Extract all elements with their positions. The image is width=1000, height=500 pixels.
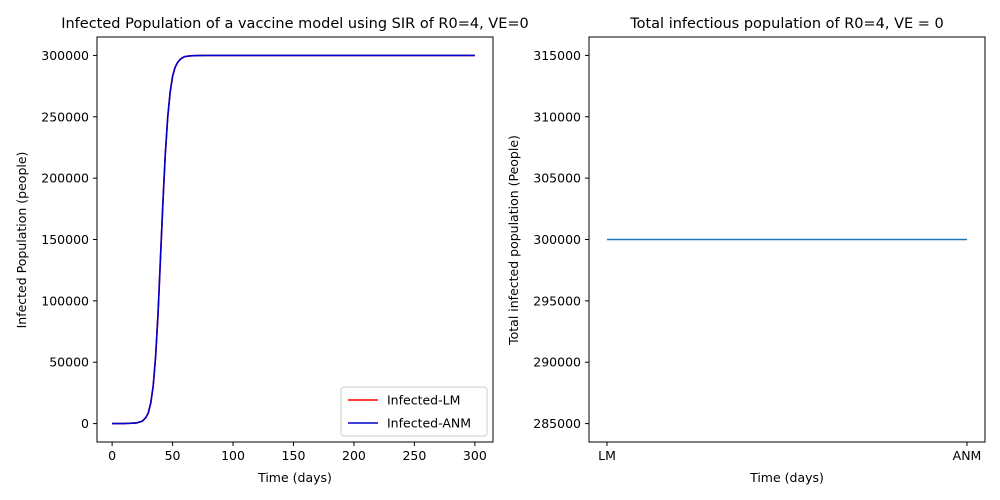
x-tick-label: 150 (282, 448, 306, 463)
plot-frame (588, 36, 986, 443)
x-tick-label: 0 (108, 448, 116, 463)
y-axis-label: Total infected population (People) (506, 135, 521, 346)
y-tick-label: 300000 (41, 48, 89, 63)
y-tick-label: 295000 (533, 293, 581, 308)
series-line-infected-anm (112, 54, 475, 425)
x-tick-label: LM (598, 448, 616, 463)
legend: Infected-LM Infected-ANM (340, 386, 488, 437)
x-tick-label: 250 (402, 448, 426, 463)
series-lines (112, 54, 475, 425)
plot-frame (96, 36, 494, 443)
y-tick-label: 100000 (41, 293, 89, 308)
y-tick-label: 200000 (41, 171, 89, 186)
y-tick-label: 250000 (41, 109, 89, 124)
y-tick-label: 300000 (533, 232, 581, 247)
x-tick-label: 50 (165, 448, 181, 463)
y-tick-label: 285000 (533, 416, 581, 431)
x-ticks: 0 50 100 150 200 250 300 (108, 442, 487, 463)
y-tick-label: 315000 (533, 48, 581, 63)
chart-title: Infected Population of a vaccine model u… (61, 16, 529, 32)
x-axis-label: Time (days) (257, 470, 332, 485)
x-tick-label: 300 (463, 448, 487, 463)
x-ticks: LM ANM (598, 442, 981, 463)
total-infectious-chart: Total infectious population of R0=4, VE … (506, 16, 986, 485)
y-tick-label: 50000 (49, 355, 89, 370)
x-tick-label: 200 (342, 448, 366, 463)
chart-title: Total infectious population of R0=4, VE … (629, 16, 944, 32)
y-tick-label: 290000 (533, 355, 581, 370)
y-tick-label: 150000 (41, 232, 89, 247)
y-tick-label: 310000 (533, 109, 581, 124)
x-tick-label: 100 (221, 448, 245, 463)
legend-label-infected-anm: Infected-ANM (387, 416, 471, 431)
x-axis-label: Time (days) (749, 470, 824, 485)
series-line-infected-lm (112, 54, 475, 425)
infected-population-chart: Infected Population of a vaccine model u… (14, 16, 529, 485)
y-axis-label: Infected Population (people) (14, 152, 29, 329)
y-tick-label: 305000 (533, 171, 581, 186)
y-ticks: 0 50000 100000 150000 200000 250000 300000 (41, 48, 97, 431)
y-tick-label: 0 (81, 416, 89, 431)
y-ticks: 285000 290000 295000 300000 305000 310000 3150… (533, 48, 589, 431)
legend-label-infected-lm: Infected-LM (387, 393, 460, 408)
x-tick-label: ANM (953, 448, 982, 463)
